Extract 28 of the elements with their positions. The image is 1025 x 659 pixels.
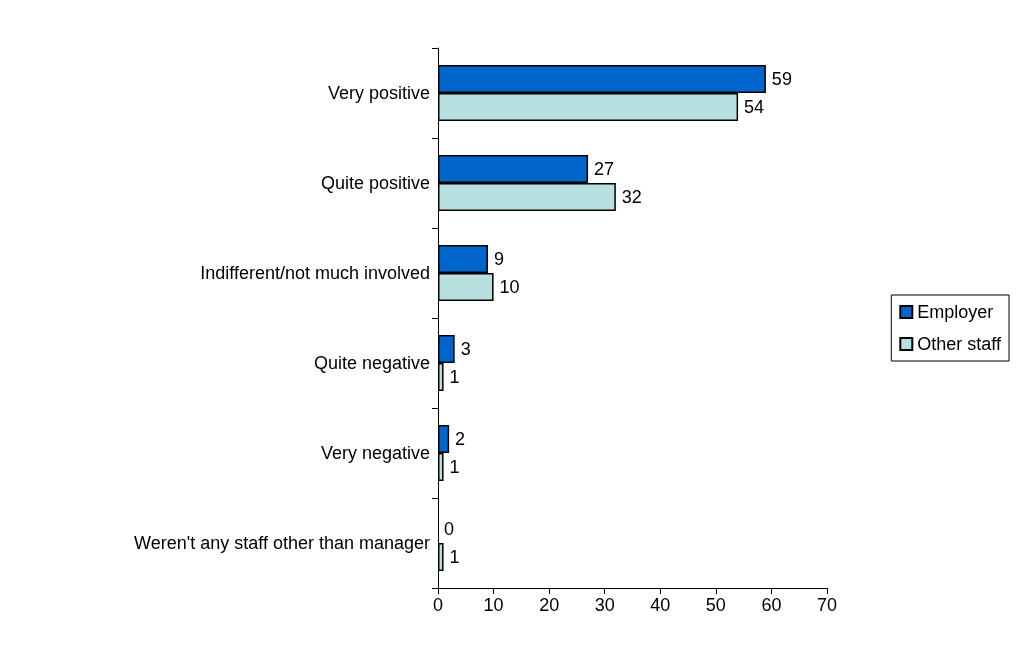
data-label: 54 (744, 97, 765, 117)
data-label: 1 (449, 367, 460, 387)
legend-label: Employer (917, 302, 994, 322)
y-tick-label: Very positive (327, 83, 430, 103)
data-label: 10 (499, 277, 520, 297)
x-tick-label: 60 (761, 595, 782, 615)
x-tick-label: 70 (816, 595, 838, 615)
y-tick-label: Indifferent/not much involved (200, 263, 430, 283)
data-label: 59 (771, 69, 792, 89)
y-tick-label: Quite negative (313, 353, 430, 373)
y-tick-label: Weren't any staff other than manager (134, 533, 430, 553)
x-tick-label: 50 (705, 595, 726, 615)
x-tick-label: 20 (539, 595, 560, 615)
y-tick-label: Very negative (320, 443, 430, 463)
data-label: 3 (460, 339, 471, 359)
x-tick-label: 10 (483, 595, 504, 615)
data-label: 2 (455, 429, 466, 449)
x-tick-label: 40 (650, 595, 671, 615)
legend-label: Other staff (917, 334, 1002, 354)
y-tick-label: Quite positive (320, 173, 430, 193)
data-label: 27 (594, 159, 615, 179)
data-label: 1 (449, 457, 460, 477)
x-tick-label: 30 (594, 595, 615, 615)
x-tick-label: 0 (432, 595, 444, 615)
data-label: 9 (494, 249, 505, 269)
data-label: 32 (621, 187, 642, 207)
data-label: 0 (444, 519, 455, 539)
data-label: 1 (449, 547, 460, 567)
